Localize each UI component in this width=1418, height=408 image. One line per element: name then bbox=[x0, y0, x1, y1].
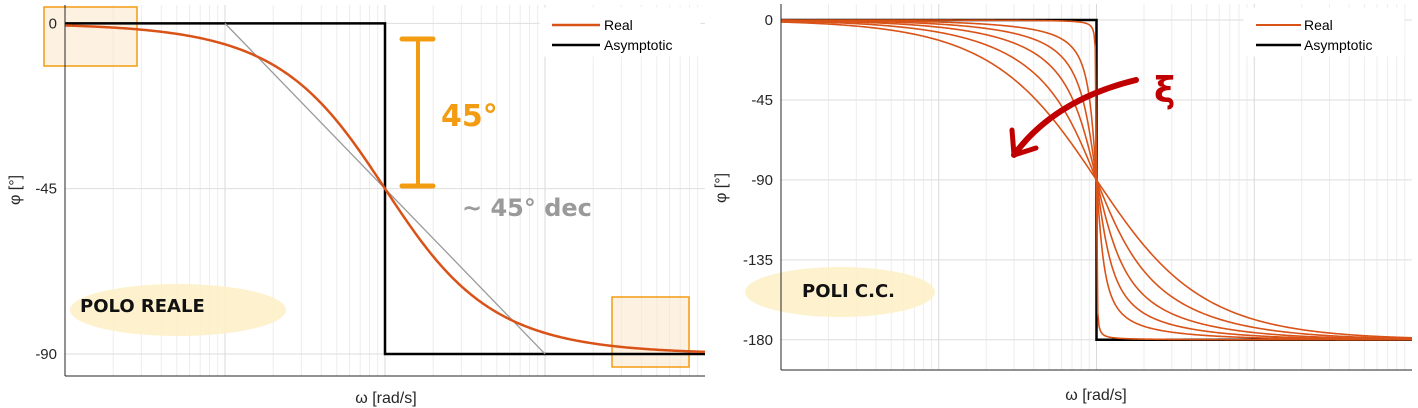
left-ylabel: φ [°] bbox=[7, 175, 24, 205]
note-blob bbox=[70, 284, 286, 336]
highlight-box-high bbox=[611, 296, 690, 368]
left-legend: Real Asymptotic bbox=[539, 7, 701, 57]
legend-real-label: Real bbox=[604, 17, 633, 33]
right-data bbox=[780, 18, 1413, 342]
right-axes: 0 -45 -90 -135 -180 bbox=[743, 4, 1412, 371]
y-tick-label: 0 bbox=[49, 15, 57, 32]
left-data bbox=[64, 22, 706, 356]
y-tick-label: -135 bbox=[743, 252, 773, 269]
damping-label: ξ bbox=[1154, 70, 1175, 111]
y-tick-label: -45 bbox=[35, 181, 57, 198]
phase-bracket bbox=[399, 36, 436, 189]
y-tick-label: -180 bbox=[743, 332, 773, 349]
legend-box bbox=[539, 7, 701, 57]
slope-label: ~ 45° dec bbox=[462, 194, 592, 222]
left-chart-panel: 0 -45 -90 45° ~ 45° dec POLO REALE Real As… bbox=[7, 5, 706, 407]
right-chart-panel: 0 -45 -90 -135 -180 ξ POLI C.C. Real Asympto… bbox=[714, 0, 1418, 408]
y-tick-label: 0 bbox=[765, 12, 773, 29]
y-tick-label: -90 bbox=[35, 346, 57, 363]
right-xlabel: ω [rad/s] bbox=[1065, 387, 1126, 404]
left-chart: 0 -45 -90 45° ~ 45° dec POLO REALE Real As… bbox=[7, 5, 706, 407]
damping-arrow bbox=[1009, 77, 1139, 158]
bracket-label: 45° bbox=[441, 99, 498, 134]
polo-reale-note: POLO REALE bbox=[80, 296, 205, 317]
note-blob bbox=[745, 267, 935, 317]
left-xlabel: ω [rad/s] bbox=[355, 390, 416, 407]
right-ylabel: φ [°] bbox=[714, 173, 730, 203]
right-chart: 0 -45 -90 -135 -180 ξ POLI C.C. Real Asympto… bbox=[714, 4, 1413, 404]
real-phase-curve-5 bbox=[780, 21, 1413, 339]
legend-asymptotic-label: Asymptotic bbox=[1304, 37, 1372, 53]
legend-box bbox=[1243, 7, 1405, 57]
legend-real-label: Real bbox=[1304, 17, 1333, 33]
y-tick-label: -90 bbox=[751, 172, 773, 189]
highlight-box-low bbox=[43, 6, 138, 67]
legend-asymptotic-label: Asymptotic bbox=[604, 37, 672, 53]
real-phase-curve bbox=[64, 24, 706, 354]
y-tick-label: -45 bbox=[751, 92, 773, 109]
left-axes: 0 -45 -90 bbox=[35, 5, 705, 377]
right-legend: Real Asymptotic bbox=[1243, 7, 1405, 57]
poli-cc-note: POLI C.C. bbox=[802, 281, 895, 302]
